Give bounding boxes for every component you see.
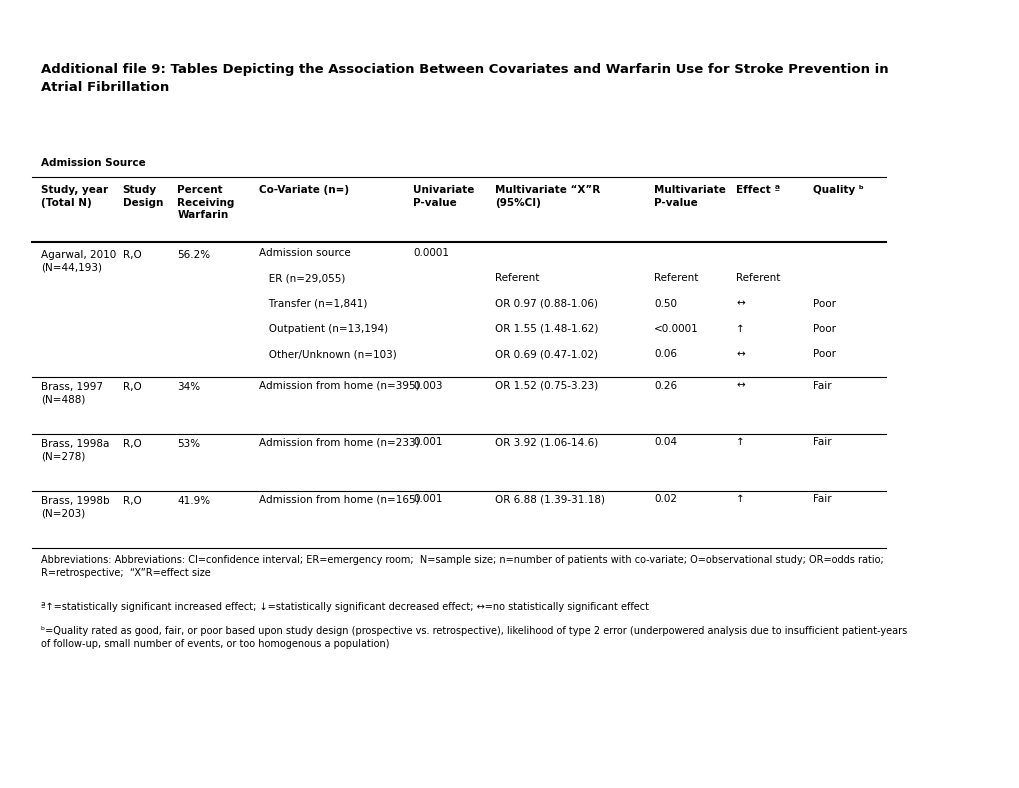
Text: OR 6.88 (1.39-31.18): OR 6.88 (1.39-31.18) [495, 494, 604, 504]
Text: Percent
Receiving
Warfarin: Percent Receiving Warfarin [177, 185, 234, 220]
Text: 0.02: 0.02 [653, 494, 677, 504]
Text: Fair: Fair [812, 437, 832, 448]
Text: Multivariate “X”R
(95%CI): Multivariate “X”R (95%CI) [495, 185, 600, 207]
Text: Study, year
(Total N): Study, year (Total N) [41, 185, 108, 207]
Text: ↑: ↑ [736, 494, 744, 504]
Text: ↑: ↑ [736, 437, 744, 448]
Text: ᵇ=Quality rated as good, fair, or poor based upon study design (prospective vs. : ᵇ=Quality rated as good, fair, or poor b… [41, 626, 906, 649]
Text: OR 3.92 (1.06-14.6): OR 3.92 (1.06-14.6) [495, 437, 598, 448]
Text: 0.001: 0.001 [413, 437, 442, 448]
Text: Brass, 1998a
(N=278): Brass, 1998a (N=278) [41, 439, 109, 461]
Text: ↔: ↔ [736, 349, 744, 359]
Text: 56.2%: 56.2% [177, 250, 210, 260]
Text: ↔: ↔ [736, 299, 744, 309]
Text: Admission from home (n=395): Admission from home (n=395) [259, 381, 419, 391]
Text: 0.003: 0.003 [413, 381, 442, 391]
Text: Brass, 1998b
(N=203): Brass, 1998b (N=203) [41, 496, 109, 518]
Text: OR 1.52 (0.75-3.23): OR 1.52 (0.75-3.23) [495, 381, 598, 391]
Text: 0.0001: 0.0001 [413, 248, 449, 258]
Text: Quality ᵇ: Quality ᵇ [812, 185, 863, 195]
Text: 0.04: 0.04 [653, 437, 677, 448]
Text: R,O: R,O [122, 439, 142, 449]
Text: Admission from home (n=233): Admission from home (n=233) [259, 437, 419, 448]
Text: Poor: Poor [812, 299, 836, 309]
Text: 0.06: 0.06 [653, 349, 677, 359]
Text: Admission from home (n=165): Admission from home (n=165) [259, 494, 419, 504]
Text: Poor: Poor [812, 349, 836, 359]
Text: 41.9%: 41.9% [177, 496, 210, 506]
Text: 0.001: 0.001 [413, 494, 442, 504]
Text: R,O: R,O [122, 382, 142, 392]
Text: OR 1.55 (1.48-1.62): OR 1.55 (1.48-1.62) [495, 324, 598, 334]
Text: ↔: ↔ [736, 381, 744, 391]
Text: 34%: 34% [177, 382, 200, 392]
Text: Brass, 1997
(N=488): Brass, 1997 (N=488) [41, 382, 103, 404]
Text: R,O: R,O [122, 496, 142, 506]
Text: Fair: Fair [812, 494, 832, 504]
Text: 0.50: 0.50 [653, 299, 677, 309]
Text: Other/Unknown (n=103): Other/Unknown (n=103) [259, 349, 396, 359]
Text: Study
Design: Study Design [122, 185, 163, 207]
Text: R,O: R,O [122, 250, 142, 260]
Text: Referent: Referent [495, 273, 539, 284]
Text: Admission source: Admission source [259, 248, 351, 258]
Text: ER (n=29,055): ER (n=29,055) [259, 273, 345, 284]
Text: OR 0.97 (0.88-1.06): OR 0.97 (0.88-1.06) [495, 299, 597, 309]
Text: Agarwal, 2010
(N=44,193): Agarwal, 2010 (N=44,193) [41, 250, 116, 272]
Text: ª↑=statistically significant increased effect; ↓=statistically significant decre: ª↑=statistically significant increased e… [41, 602, 648, 612]
Text: Fair: Fair [812, 381, 832, 391]
Text: Abbreviations: Abbreviations: CI=confidence interval; ER=emergency room;  N=samp: Abbreviations: Abbreviations: CI=confide… [41, 555, 882, 578]
Text: 0.26: 0.26 [653, 381, 677, 391]
Text: Referent: Referent [736, 273, 780, 284]
Text: ↑: ↑ [736, 324, 744, 334]
Text: Co-Variate (n=): Co-Variate (n=) [259, 185, 348, 195]
Text: OR 0.69 (0.47-1.02): OR 0.69 (0.47-1.02) [495, 349, 597, 359]
Text: <0.0001: <0.0001 [653, 324, 698, 334]
Text: Poor: Poor [812, 324, 836, 334]
Text: 53%: 53% [177, 439, 200, 449]
Text: Admission Source: Admission Source [41, 158, 146, 168]
Text: Referent: Referent [653, 273, 698, 284]
Text: Outpatient (n=13,194): Outpatient (n=13,194) [259, 324, 387, 334]
Text: Effect ª: Effect ª [736, 185, 780, 195]
Text: Univariate
P-value: Univariate P-value [413, 185, 475, 207]
Text: Transfer (n=1,841): Transfer (n=1,841) [259, 299, 367, 309]
Text: Additional file 9: Tables Depicting the Association Between Covariates and Warfa: Additional file 9: Tables Depicting the … [41, 63, 888, 94]
Text: Multivariate
P-value: Multivariate P-value [653, 185, 726, 207]
